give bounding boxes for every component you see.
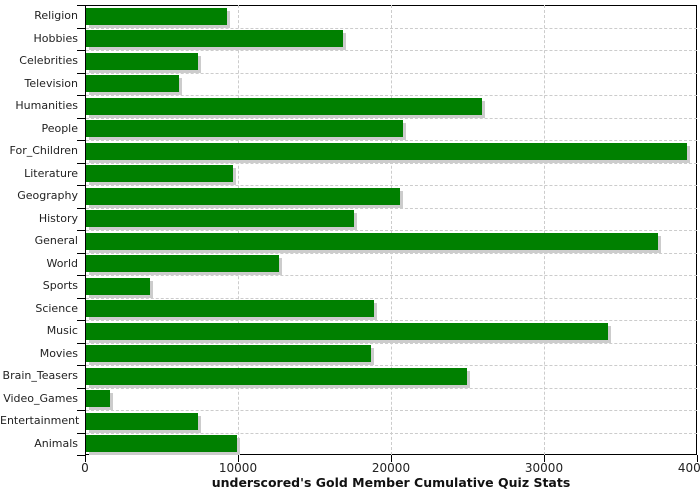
y-axis-label: History xyxy=(38,211,78,225)
gridline-horizontal xyxy=(86,342,697,344)
y-axis-tick xyxy=(77,320,85,321)
y-axis-tick xyxy=(77,432,85,434)
bar-entertainment xyxy=(86,412,198,430)
y-axis-label: Brain_Teasers xyxy=(2,369,78,383)
gridline-horizontal xyxy=(86,297,697,299)
bar-science xyxy=(86,300,374,317)
bar-for_children xyxy=(86,142,688,160)
x-axis-tick xyxy=(544,455,545,462)
gridline-horizontal xyxy=(86,320,697,321)
gridline-horizontal xyxy=(86,432,697,434)
gridline-horizontal xyxy=(86,410,697,411)
x-axis-tick-label: 20000 xyxy=(371,461,411,475)
y-axis-tick xyxy=(77,72,85,74)
gridline-horizontal xyxy=(86,387,697,389)
y-axis-tick xyxy=(77,50,85,51)
gridline-horizontal xyxy=(86,275,697,276)
y-axis-label: Television xyxy=(24,76,79,90)
gridline-horizontal xyxy=(86,50,697,51)
gridline-horizontal xyxy=(86,27,697,29)
bar-literature xyxy=(86,165,233,182)
gridline-horizontal xyxy=(86,207,697,209)
gridline-horizontal xyxy=(86,230,697,231)
y-axis-label: Music xyxy=(46,324,78,338)
y-axis-tick xyxy=(77,297,85,299)
gridline-horizontal xyxy=(86,185,697,186)
x-axis-tick-label: 40000 xyxy=(677,461,700,475)
y-axis-label: Humanities xyxy=(15,99,78,113)
y-axis-tick xyxy=(77,140,85,141)
x-axis-tick xyxy=(697,455,698,462)
y-axis-label: Video_Games xyxy=(3,391,78,405)
y-axis-label: Science xyxy=(35,301,78,315)
bar-people xyxy=(86,120,403,137)
y-axis-tick xyxy=(77,410,85,411)
y-axis-label: Celebrities xyxy=(19,54,78,68)
x-axis-tick xyxy=(85,455,86,462)
y-axis-label: People xyxy=(41,121,78,135)
x-axis-tick-label: 0 xyxy=(81,461,89,475)
y-axis-tick xyxy=(77,117,85,119)
gridline-horizontal xyxy=(86,95,697,96)
bar-movies xyxy=(86,345,371,362)
gridline-horizontal xyxy=(86,117,697,119)
gridline-horizontal xyxy=(86,72,697,74)
x-axis-tick-label: 10000 xyxy=(218,461,258,475)
gridline-horizontal xyxy=(86,252,697,254)
y-axis-tick xyxy=(77,185,85,186)
y-axis-tick xyxy=(77,230,85,231)
bar-religion xyxy=(86,7,227,25)
bar-sports xyxy=(86,277,151,295)
y-axis-label: Religion xyxy=(34,9,78,23)
y-axis-label: Animals xyxy=(34,436,78,450)
bar-world xyxy=(86,255,279,272)
bar-video_games xyxy=(86,390,111,407)
y-axis-label: Movies xyxy=(39,346,78,360)
y-axis-tick xyxy=(77,162,85,164)
bar-general xyxy=(86,232,659,250)
x-axis-tick-label: 30000 xyxy=(524,461,564,475)
y-axis-label: General xyxy=(34,234,78,248)
gridline-horizontal xyxy=(86,162,697,164)
bar-history xyxy=(86,210,354,227)
bar-hobbies xyxy=(86,30,344,47)
y-axis-tick xyxy=(77,387,85,389)
bar-music xyxy=(86,322,608,340)
y-axis-tick xyxy=(77,207,85,209)
gridline-horizontal xyxy=(86,140,697,141)
bar-geography xyxy=(86,187,400,205)
y-axis-tick xyxy=(77,27,85,29)
y-axis-label: Sports xyxy=(42,279,78,293)
bar-celebrities xyxy=(86,52,198,70)
y-axis-tick xyxy=(77,5,85,6)
y-axis-label: Entertainment xyxy=(0,414,80,428)
x-axis-tick xyxy=(391,455,392,462)
bar-animals xyxy=(86,435,238,452)
y-axis-label: World xyxy=(46,256,78,270)
y-axis-tick xyxy=(77,455,85,456)
y-axis-label: Literature xyxy=(24,166,78,180)
y-axis-tick xyxy=(77,342,85,344)
chart-title: underscored's Gold Member Cumulative Qui… xyxy=(211,475,571,490)
bar-television xyxy=(86,75,180,92)
y-axis-tick xyxy=(77,365,85,366)
y-axis-tick xyxy=(77,252,85,254)
bar-brain_teasers xyxy=(86,367,467,385)
y-axis-label: For_Children xyxy=(9,144,78,158)
y-axis-label: Geography xyxy=(17,189,78,203)
y-axis-tick xyxy=(77,275,85,276)
y-axis-tick xyxy=(77,95,85,96)
gridline-horizontal xyxy=(86,365,697,366)
y-axis-label: Hobbies xyxy=(33,31,78,45)
bar-humanities xyxy=(86,97,483,115)
x-axis-tick xyxy=(238,455,239,462)
